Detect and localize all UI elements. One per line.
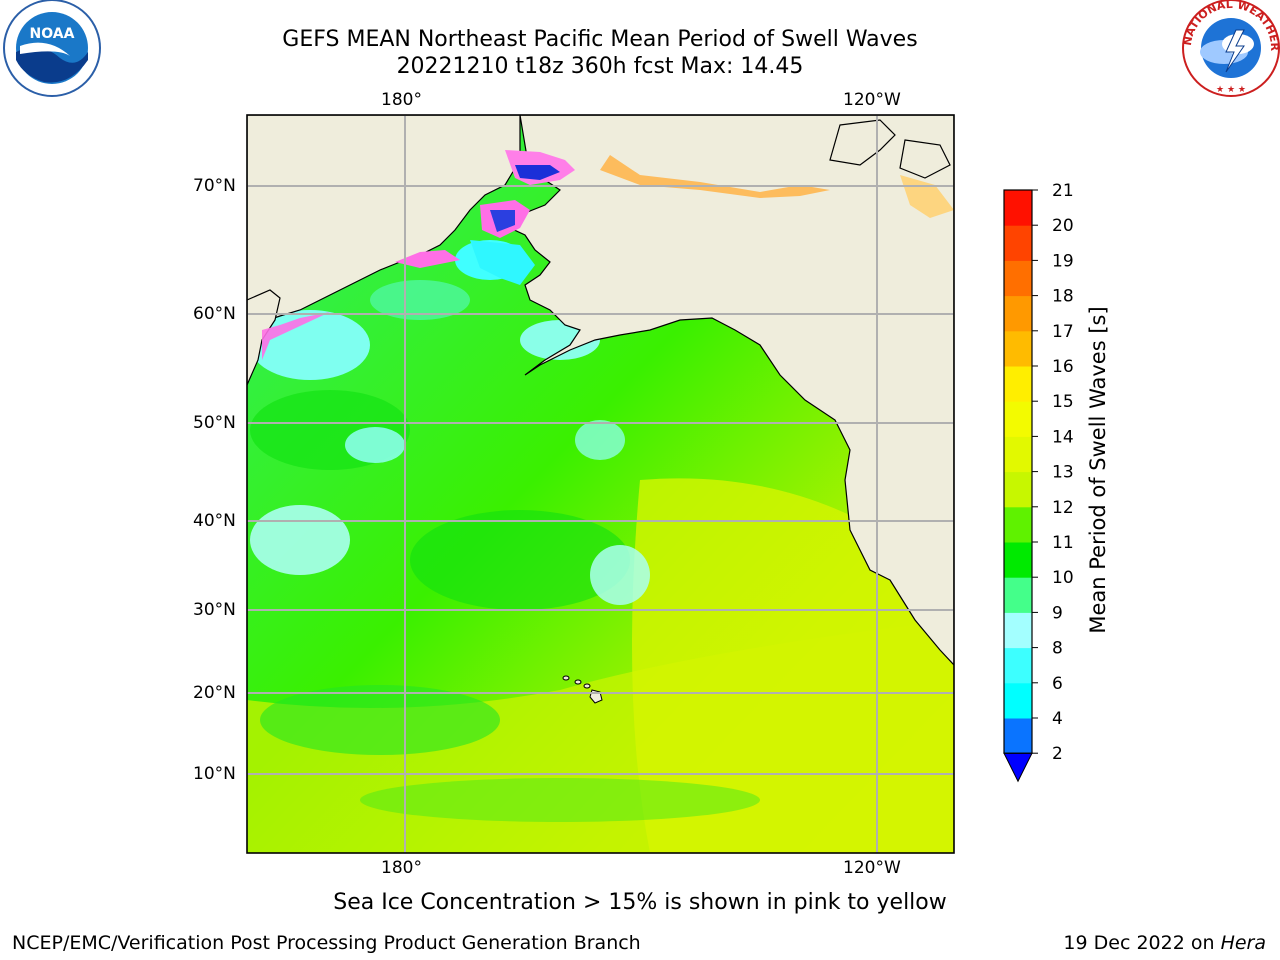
colorbar-tick-label: 19	[1052, 251, 1074, 271]
noaa-logo-text: NOAA	[30, 26, 75, 42]
sea-ice-note: Sea Ice Concentration > 15% is shown in …	[333, 890, 947, 915]
footer-credit: NCEP/EMC/Verification Post Processing Pr…	[12, 932, 641, 954]
colorbar-tick-label: 10	[1052, 568, 1074, 588]
colorbar-tick-label: 14	[1052, 427, 1074, 447]
colorbar-tick-label: 8	[1052, 639, 1063, 659]
colorbar-segment	[1004, 506, 1032, 543]
colorbar-tick-label: 11	[1052, 533, 1074, 553]
colorbar-segment	[1004, 190, 1032, 226]
colorbar-tick-label: 21	[1052, 181, 1074, 201]
colorbar-segment	[1004, 612, 1032, 649]
colorbar-underflow	[1003, 752, 1033, 783]
lat-label-60n: 60°N	[193, 304, 236, 324]
colorbar-tick-label: 4	[1052, 709, 1063, 729]
colorbar-label: Mean Period of Swell Waves [s]	[1086, 306, 1110, 634]
colorbar-tick-label: 9	[1052, 603, 1063, 623]
lon-label-top-180: 180°	[381, 90, 422, 110]
colorbar-tick-label: 15	[1052, 392, 1074, 412]
lat-label-30n: 30°N	[193, 600, 236, 620]
chart-subtitle: 20221210 t18z 360h fcst Max: 14.45	[396, 54, 804, 79]
lat-label-20n: 20°N	[193, 683, 236, 703]
colorbar-segment	[1004, 718, 1032, 754]
colorbar-tick-label: 16	[1052, 357, 1074, 377]
footer-date-text: 19 Dec 2022 on	[1063, 932, 1215, 954]
graticule	[247, 115, 954, 853]
colorbar-tick-label: 6	[1052, 674, 1063, 694]
chart-title: GEFS MEAN Northeast Pacific Mean Period …	[282, 27, 918, 52]
lat-label-50n: 50°N	[193, 413, 236, 433]
colorbar-tick-label: 12	[1052, 498, 1074, 518]
lon-label-bottom-180: 180°	[381, 858, 422, 878]
colorbar-tick-label: 13	[1052, 463, 1074, 483]
lat-label-10n: 10°N	[193, 764, 236, 784]
map-frame	[246, 114, 955, 854]
map-area	[247, 115, 954, 853]
land-north-america	[509, 115, 954, 666]
lat-label-40n: 40°N	[193, 511, 236, 531]
colorbar-segment	[1004, 225, 1032, 261]
colorbar-tick-label: 20	[1052, 216, 1074, 236]
lat-label-70n: 70°N	[193, 176, 236, 196]
colorbar-tick-label: 2	[1052, 744, 1063, 764]
footer-date: 19 Dec 2022 on Hera	[1063, 932, 1266, 954]
svg-text:★ ★ ★: ★ ★ ★	[1216, 85, 1246, 95]
colorbar-segment	[1004, 260, 1032, 297]
colorbar-segment	[1004, 682, 1032, 719]
nws-logo-text: NATIONAL WEATHER SERVICE	[0, 0, 1280, 52]
colorbar: 2 4 6 8 9 10 11 12 13 14 15 16 17 18 19 20 21	[1003, 181, 1074, 783]
colorbar-segment	[1004, 436, 1032, 473]
colorbar-segment	[1004, 295, 1032, 332]
colorbar-segment	[1004, 542, 1032, 578]
lon-label-top-120w: 120°W	[843, 90, 901, 110]
colorbar-tick-label: 17	[1052, 322, 1074, 342]
nws-logo: NATIONAL WEATHER SERVICE ★ ★ ★	[0, 0, 1280, 97]
footer-host: Hera	[1220, 932, 1266, 954]
colorbar-segment	[1004, 577, 1032, 613]
colorbar-segment	[1004, 647, 1032, 684]
colorbar-tick-label: 18	[1052, 287, 1074, 307]
colorbar-segment	[1004, 471, 1032, 508]
colorbar-segment	[1004, 330, 1032, 367]
noaa-logo: NOAA	[3, 0, 101, 97]
colorbar-segment	[1004, 401, 1032, 437]
lon-label-bottom-120w: 120°W	[843, 858, 901, 878]
colorbar-segment	[1004, 366, 1032, 402]
